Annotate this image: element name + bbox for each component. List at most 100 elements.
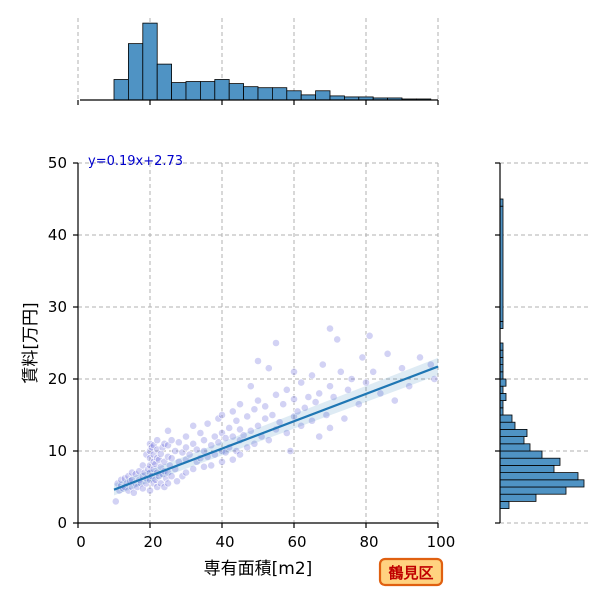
scatter-point: [365, 331, 374, 340]
top-hist-bar: [257, 87, 273, 101]
scatter-point: [322, 411, 331, 419]
scatter-point: [153, 436, 162, 445]
scatter-point: [390, 396, 399, 405]
right-hist-bar: [499, 450, 543, 459]
scatter-point: [318, 360, 327, 369]
top-hist-bar: [156, 63, 172, 101]
scatter-point: [250, 405, 259, 414]
scatter-point: [268, 411, 277, 419]
right-hist-bar: [499, 479, 585, 488]
scatter-point: [416, 353, 424, 362]
right-hist-ticks: [495, 162, 500, 524]
scatter-point: [203, 419, 212, 428]
scatter-point: [282, 429, 291, 437]
scatter-point: [182, 468, 190, 477]
x-tick-label: 60: [287, 533, 306, 551]
top-hist-bar: [228, 83, 244, 101]
scatter-point: [254, 357, 262, 365]
scatter-point: [214, 438, 223, 447]
right-hist-bar: [499, 486, 567, 495]
x-tick-label: 100: [427, 533, 456, 551]
right-hist-bar: [499, 457, 561, 466]
scatter-point: [243, 443, 252, 452]
scatter-point: [254, 396, 262, 405]
y-tick-label: 20: [48, 370, 67, 388]
scatter-point: [144, 465, 153, 473]
top-hist-bar: [329, 95, 345, 101]
scatter-point: [156, 449, 165, 458]
scatter-point: [279, 400, 288, 409]
top-hist-bar: [315, 90, 331, 101]
scatter-point: [383, 349, 392, 358]
y-tick-label: 10: [48, 442, 67, 460]
x-axis-label: 専有面積[m2]: [204, 559, 313, 579]
scatter-point: [218, 457, 226, 466]
regression-ci-band: [114, 357, 438, 496]
scatter-point: [246, 426, 255, 435]
x-tick-label: 20: [143, 533, 162, 551]
scatter-point: [207, 461, 216, 470]
scatter-point: [326, 382, 334, 391]
scatter-point: [264, 364, 273, 373]
scatter-point: [210, 432, 219, 441]
right-hist-bar: [499, 428, 528, 437]
scatter-point: [173, 477, 181, 486]
scatter-point: [290, 367, 298, 376]
scatter-point: [236, 425, 244, 434]
right-hist-bar: [499, 493, 537, 502]
scatter-point: [290, 395, 298, 404]
scatter-point: [246, 382, 255, 391]
scatter-point: [243, 412, 252, 421]
regression-group: [113, 357, 439, 496]
scatter-points: [111, 324, 439, 506]
scatter-point: [326, 424, 334, 432]
x-tick-label: 0: [76, 533, 86, 551]
scatter-point: [182, 432, 190, 441]
y-tick-label: 50: [48, 154, 67, 172]
right-histogram: [499, 198, 585, 509]
scatter-point: [315, 432, 324, 441]
scatter-point: [264, 436, 273, 445]
scatter-point: [326, 324, 334, 333]
right-hist-bar: [499, 436, 525, 445]
scatter-point: [236, 400, 244, 409]
top-hist-bar: [300, 94, 317, 101]
scatter-point: [189, 465, 198, 473]
top-hist-bar: [286, 90, 302, 101]
scatter-point: [200, 462, 208, 471]
scatter-point: [164, 426, 172, 435]
scatter-point: [398, 364, 406, 373]
scatter-point: [232, 416, 241, 425]
scatter-point: [129, 488, 138, 497]
top-hist-bar: [185, 81, 201, 101]
scatter-point: [369, 367, 378, 376]
scatter-point: [111, 497, 120, 506]
ward-badge: [378, 557, 444, 587]
x-tick-label: 80: [359, 533, 378, 551]
scatter-point: [329, 393, 338, 401]
top-histogram: [113, 22, 432, 101]
scatter-point: [228, 432, 237, 441]
top-hist-bar: [199, 81, 216, 101]
y-tick-label: 40: [48, 226, 67, 244]
scatter-point: [347, 375, 356, 383]
top-hist-bar: [171, 82, 187, 101]
scatter-point: [272, 339, 280, 347]
scatter-point: [354, 400, 363, 409]
scatter-point: [174, 438, 183, 447]
scatter-point: [236, 450, 244, 459]
right-hist-bar: [499, 500, 510, 509]
scatter-point: [254, 421, 262, 430]
y-axis-label: 賃料[万円]: [21, 302, 41, 383]
scatter-point: [189, 439, 198, 448]
scatter-point: [340, 414, 349, 423]
scatter-point: [282, 385, 291, 394]
scatter-point: [182, 443, 190, 452]
scatter-point: [430, 375, 439, 383]
scatter-point: [272, 390, 280, 399]
scatter-point: [344, 385, 352, 394]
y-tick-label: 0: [57, 514, 67, 532]
ward-label: 鶴見区: [388, 564, 433, 582]
scatter-point: [228, 455, 237, 464]
